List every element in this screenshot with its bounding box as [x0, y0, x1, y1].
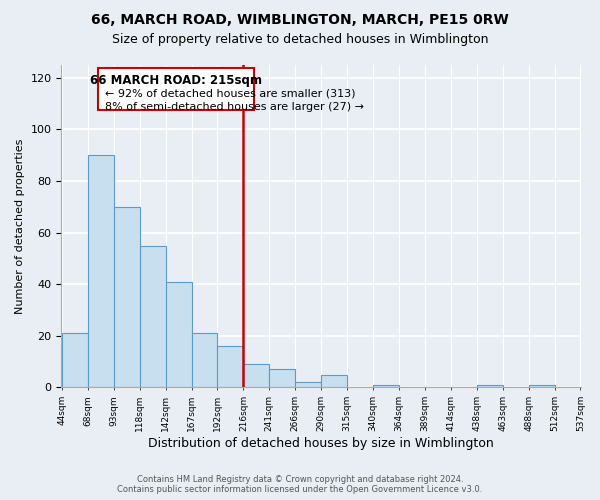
X-axis label: Distribution of detached houses by size in Wimblington: Distribution of detached houses by size … — [148, 437, 494, 450]
Bar — [321, 374, 347, 388]
Text: Size of property relative to detached houses in Wimblington: Size of property relative to detached ho… — [112, 32, 488, 46]
Bar — [114, 207, 140, 388]
Bar — [295, 382, 321, 388]
Text: 8% of semi-detached houses are larger (27) →: 8% of semi-detached houses are larger (2… — [104, 102, 364, 113]
Bar — [140, 246, 166, 388]
Bar — [166, 282, 191, 388]
Bar — [217, 346, 244, 388]
Bar — [529, 385, 554, 388]
Bar — [62, 334, 88, 388]
Text: 66, MARCH ROAD, WIMBLINGTON, MARCH, PE15 0RW: 66, MARCH ROAD, WIMBLINGTON, MARCH, PE15… — [91, 12, 509, 26]
Y-axis label: Number of detached properties: Number of detached properties — [15, 138, 25, 314]
Text: Contains HM Land Registry data © Crown copyright and database right 2024.
Contai: Contains HM Land Registry data © Crown c… — [118, 474, 482, 494]
Bar — [373, 385, 399, 388]
Bar — [269, 370, 295, 388]
FancyBboxPatch shape — [98, 68, 254, 110]
Bar — [88, 156, 114, 388]
Bar — [244, 364, 269, 388]
Text: ← 92% of detached houses are smaller (313): ← 92% of detached houses are smaller (31… — [104, 88, 355, 98]
Bar — [477, 385, 503, 388]
Text: 66 MARCH ROAD: 215sqm: 66 MARCH ROAD: 215sqm — [90, 74, 262, 87]
Bar — [191, 334, 217, 388]
